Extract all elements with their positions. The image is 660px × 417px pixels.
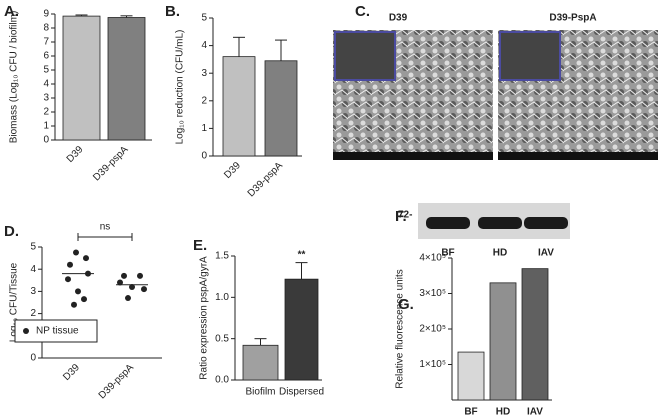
y-tick-label: 5 xyxy=(43,65,49,76)
y-tick-label: 2×10⁵ xyxy=(419,324,446,335)
x-tick-label: D39-pspA xyxy=(97,362,136,401)
panel-label: D. xyxy=(4,223,19,240)
panel-label: A. xyxy=(4,3,19,20)
y-tick-label: 3 xyxy=(43,93,49,104)
x-tick-label: IAV xyxy=(527,407,543,417)
y-tick-label: 7 xyxy=(43,37,49,48)
scale-strip xyxy=(333,152,493,160)
point xyxy=(83,255,89,262)
inset xyxy=(499,31,561,81)
size-marker: 72- xyxy=(398,210,412,221)
band xyxy=(524,217,568,229)
y-tick-label: 6 xyxy=(43,51,49,62)
point xyxy=(125,295,131,302)
bar xyxy=(242,344,279,381)
point xyxy=(137,272,143,279)
bar xyxy=(264,60,298,157)
y-tick-label: 4 xyxy=(30,264,36,275)
x-tick-label: D39 xyxy=(222,160,243,181)
y-axis-label: Biomass (Log₁₀ CFU / biofilm) xyxy=(9,11,20,144)
y-tick-label: 4×10⁵ xyxy=(419,253,446,264)
bar xyxy=(521,268,549,401)
y-tick-label: 0 xyxy=(201,151,207,162)
y-tick-label: 0.5 xyxy=(215,333,229,344)
y-tick-label: 2 xyxy=(43,107,49,118)
point xyxy=(129,283,135,290)
x-tick-label: HD xyxy=(496,407,510,417)
y-tick-label: 0 xyxy=(43,135,49,146)
image-label: D39-PspA xyxy=(549,13,596,24)
significance: ns xyxy=(100,222,111,233)
scale-strip xyxy=(498,152,658,160)
y-tick-label: 1 xyxy=(201,123,207,134)
legend-box xyxy=(14,319,98,343)
lane-label: BF xyxy=(441,248,454,259)
bar xyxy=(107,17,146,141)
y-tick-label: 2 xyxy=(201,95,207,106)
bar xyxy=(457,351,485,401)
y-tick-label: 4 xyxy=(43,79,49,90)
legend-label: NP tissue xyxy=(36,326,79,337)
panel-label: G. xyxy=(398,296,414,313)
x-tick-label: Biofilm xyxy=(245,387,275,398)
y-tick-label: 1.0 xyxy=(215,292,229,303)
image-label: D39 xyxy=(389,13,408,24)
band xyxy=(478,217,522,229)
point xyxy=(65,276,71,283)
y-tick-label: 3×10⁵ xyxy=(419,288,446,299)
x-tick-label: Dispersed xyxy=(279,387,324,398)
point xyxy=(81,296,87,303)
bar xyxy=(222,56,256,157)
x-tick-label: D39 xyxy=(61,362,82,383)
bar xyxy=(489,282,517,401)
y-tick-label: 9 xyxy=(43,9,49,20)
x-tick-label: D39 xyxy=(65,144,86,165)
inset xyxy=(334,31,396,81)
y-tick-label: 1.5 xyxy=(215,251,229,262)
point xyxy=(117,279,123,286)
panel-label: C. xyxy=(355,3,370,20)
y-axis-label: Ratio expression pspA/gyrA xyxy=(199,256,210,380)
y-tick-label: 1×10⁵ xyxy=(419,359,446,370)
lane-label: HD xyxy=(493,248,507,259)
x-tick-label: BF xyxy=(464,407,477,417)
y-axis-label: Log₁₀ reduction (CFU/mL) xyxy=(175,30,186,145)
y-tick-label: 0.0 xyxy=(215,375,229,386)
y-tick-label: 2 xyxy=(30,308,36,319)
x-tick-label: D39-pspA xyxy=(246,160,285,199)
point xyxy=(121,272,127,279)
point xyxy=(67,261,73,268)
y-tick-label: 3 xyxy=(201,68,207,79)
point xyxy=(71,301,77,308)
y-tick-label: 5 xyxy=(30,242,36,253)
y-tick-label: 4 xyxy=(201,40,207,51)
y-tick-label: 1 xyxy=(43,121,49,132)
y-tick-label: 3 xyxy=(30,286,36,297)
y-tick-label: 5 xyxy=(201,13,207,24)
x-tick-label: D39-pspA xyxy=(91,144,130,183)
significance: ** xyxy=(298,249,306,260)
bar xyxy=(62,15,101,141)
point xyxy=(141,286,147,293)
panel-label: F. xyxy=(395,208,407,225)
panel-label: E. xyxy=(193,237,207,254)
legend-marker xyxy=(23,328,29,334)
panel-label: B. xyxy=(165,3,180,20)
y-axis-label: Relative fluorescence units xyxy=(395,269,406,389)
y-tick-label: 8 xyxy=(43,23,49,34)
band xyxy=(426,217,470,229)
lane-label: IAV xyxy=(538,248,554,259)
point xyxy=(73,249,79,256)
point xyxy=(75,288,81,295)
y-tick-label: 0 xyxy=(30,353,36,364)
y-axis-label: Log₁₀ CFU/Tissue xyxy=(9,262,20,342)
bar xyxy=(284,278,319,381)
